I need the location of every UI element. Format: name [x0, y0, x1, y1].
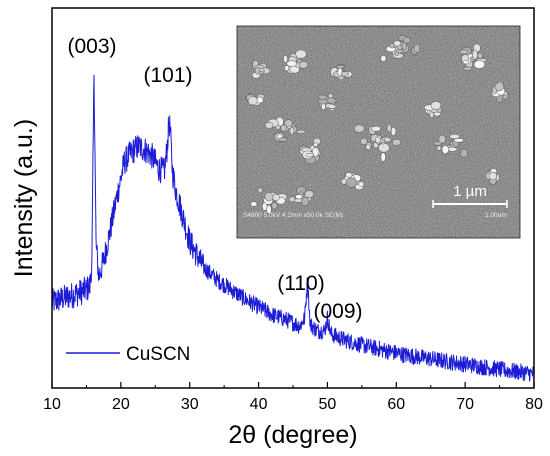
sem-image-texture	[237, 26, 520, 238]
x-tick-label-20: 20	[112, 396, 130, 413]
x-tick-label-80: 80	[525, 396, 543, 413]
x-tick-label-50: 50	[319, 396, 337, 413]
sem-particle-cluster	[288, 186, 314, 207]
x-tick-label-40: 40	[250, 396, 268, 413]
x-tick-label-60: 60	[387, 396, 405, 413]
x-tick-label-70: 70	[456, 396, 474, 413]
x-axis-title: 2θ (degree)	[228, 421, 357, 449]
sem-particle-cluster	[330, 64, 353, 80]
x-tick-label-30: 30	[181, 396, 199, 413]
sem-particle-cluster	[264, 117, 306, 142]
sem-info-text: S4800 5.0kV 4.2mm x50.0k SE(M)	[243, 212, 343, 219]
sem-particle-cluster	[299, 137, 321, 165]
sem-info-text-right: 1.00um	[485, 212, 507, 219]
sem-particle-cluster	[317, 93, 337, 111]
sem-particle-cluster	[245, 93, 265, 106]
legend: CuSCN	[66, 344, 190, 365]
sem-particle-cluster	[252, 60, 271, 79]
sem-particle-cluster	[380, 35, 421, 62]
sem-particle-clusters	[245, 35, 509, 214]
sem-particle-cluster	[433, 133, 468, 158]
sem-particle-cluster	[484, 168, 500, 185]
peak-label-110: (110)	[277, 272, 324, 295]
y-axis-title: Intensity (a.u.)	[10, 119, 38, 277]
sem-particle-cluster	[459, 43, 487, 71]
sem-particle-cluster	[341, 172, 366, 191]
legend-label-cuscn: CuSCN	[126, 344, 190, 365]
sem-inset: 1 µm S4800 5.0kV 4.2mm x50.0k SE(M) 1.00…	[236, 25, 521, 239]
sem-particle-cluster	[424, 101, 443, 118]
sem-particle-cluster	[491, 80, 509, 103]
sem-particle-cluster	[353, 124, 402, 162]
peak-label-009: (009)	[313, 300, 362, 323]
x-tick-label-10: 10	[43, 396, 61, 413]
peak-label-101: (101)	[143, 64, 192, 87]
scale-bar-label: 1 µm	[453, 183, 487, 200]
x-axis-ticks: 10 20 30 40 50 60 70 80	[43, 382, 543, 413]
series-line-cuscn	[52, 74, 534, 382]
sem-particle-cluster	[283, 49, 309, 74]
sem-particle-cluster	[250, 187, 288, 214]
peak-label-003: (003)	[67, 35, 116, 58]
sem-scale-bar: 1 µm	[432, 183, 508, 208]
